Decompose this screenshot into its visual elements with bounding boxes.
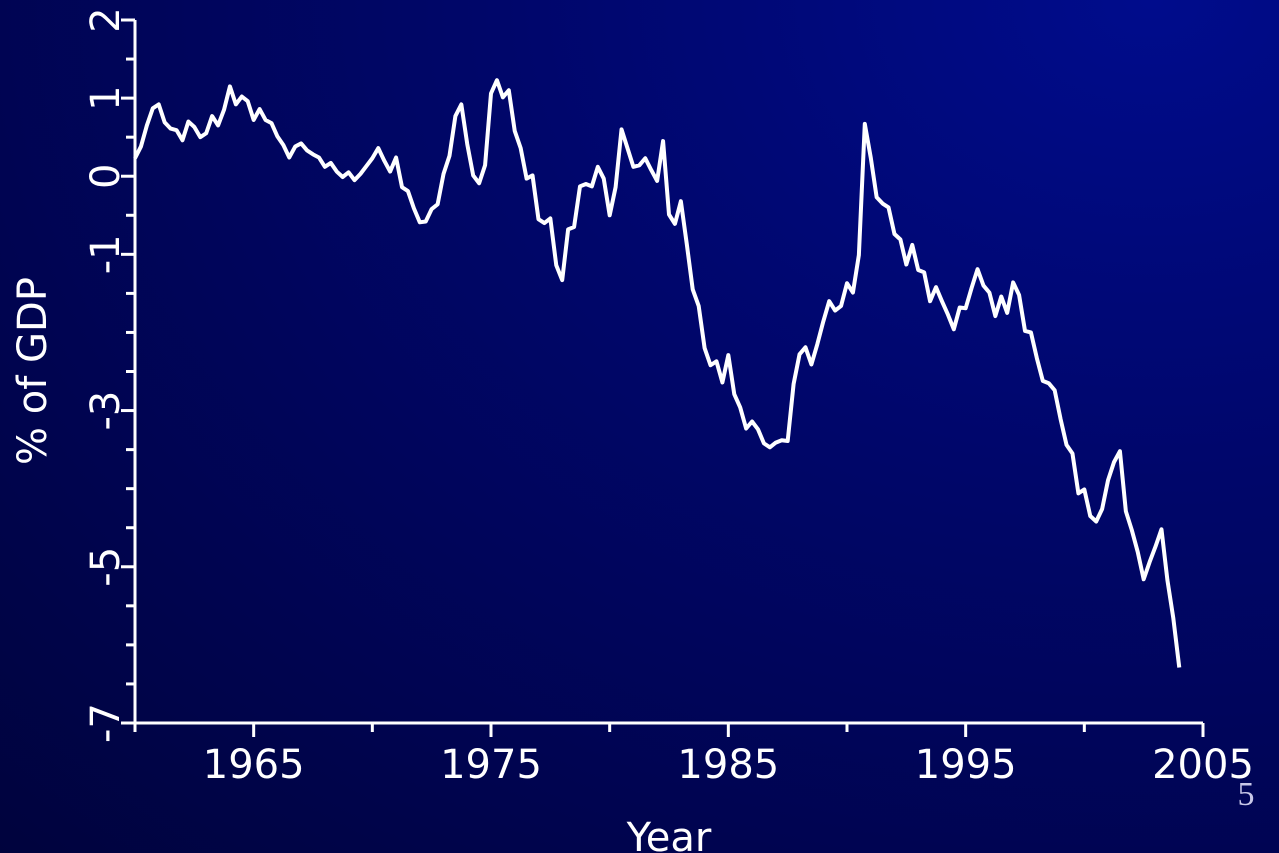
y-axis-label: % of GDP xyxy=(10,277,56,465)
y-tick-label: -5 xyxy=(83,547,129,587)
y-tick-label: -3 xyxy=(83,391,129,431)
x-tick-label: 1985 xyxy=(677,742,779,788)
x-tick-label: 1975 xyxy=(440,742,542,788)
x-tick-label: 2005 xyxy=(1152,742,1254,788)
data-line xyxy=(133,78,1182,668)
y-tick-label: -7 xyxy=(83,703,129,743)
x-tick-label: 1965 xyxy=(203,742,305,788)
y-tick-label: 1 xyxy=(83,85,129,110)
y-tick-label: 2 xyxy=(83,7,129,32)
slide-number: 5 xyxy=(1238,776,1255,813)
x-axis-label: Year xyxy=(626,815,712,853)
x-tick-label: 1995 xyxy=(915,742,1017,788)
y-tick-label: 0 xyxy=(83,163,129,188)
y-tick-label: -1 xyxy=(83,234,129,274)
